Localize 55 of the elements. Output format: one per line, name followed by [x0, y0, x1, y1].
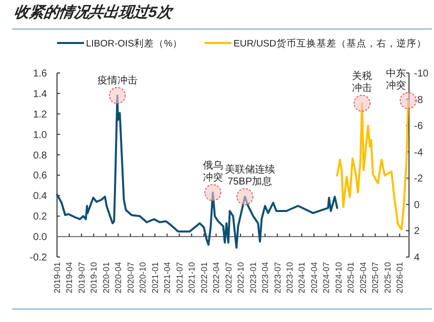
y-tick-label: 1.0: [33, 130, 48, 141]
y-tick-label: 0.6: [33, 170, 48, 182]
x-tick-label: 2021-07: [174, 262, 184, 294]
y-tick-label: 0.4: [33, 191, 48, 202]
x-tick-label: 2025-10: [382, 262, 392, 294]
x-tick-label: 2024-10: [333, 262, 344, 294]
y2-tick-label: 4: [414, 252, 420, 264]
y2-tick-label: 0: [414, 200, 420, 211]
y2-tick-label: -2: [414, 174, 424, 185]
annotation: 俄乌冲突: [202, 160, 223, 184]
x-tick-label: 2024-01: [296, 262, 307, 294]
x-tick-label: 2022-07: [223, 262, 234, 294]
x-tick-label: 2022-10: [236, 262, 246, 294]
y-tick-label: 0.0: [33, 232, 48, 244]
y2-tick-label: -8: [414, 94, 424, 106]
x-tick-label: 2023-07: [272, 262, 282, 294]
y2-tick-label: 2: [414, 226, 420, 238]
x-tick-label: 2020-01: [100, 262, 111, 294]
y-tick-label: 1.2: [33, 109, 48, 120]
x-tick-label: 2023-01: [248, 262, 258, 294]
legend-label: EUR/USD货币互换基差（基点，右，逆序）: [234, 38, 426, 50]
x-tick-label: 2020-07: [125, 262, 136, 294]
x-tick-label: 2022-01: [198, 262, 209, 294]
x-tick-label: 2026-01: [394, 262, 405, 294]
x-tick-label: 2021-10: [186, 262, 197, 294]
x-tick-label: 2019-10: [88, 262, 99, 294]
x-tick-label: 2019-07: [76, 262, 86, 294]
annotation: 关税冲击: [352, 70, 372, 94]
x-tick-label: 2025-07: [370, 262, 380, 294]
chart-title: 收紧的情况共出现过5次: [13, 4, 174, 21]
x-tick-label: 2024-07: [321, 262, 332, 294]
x-tick-label: 2023-10: [284, 262, 295, 294]
y-tick-label: 0.2: [33, 212, 48, 223]
x-tick-label: 2023-04: [260, 262, 270, 294]
annotation: 中东冲突: [386, 68, 406, 92]
x-tick-label: 2019-04: [64, 262, 74, 294]
annotation: 美联储连续75BP加息: [224, 164, 275, 188]
y-tick-label: 0.8: [33, 150, 48, 162]
x-tick-label: 2022-04: [211, 262, 222, 294]
x-tick-label: 2025-01: [346, 262, 356, 294]
x-tick-label: 2020-10: [138, 262, 148, 294]
y-tick-label: 1.6: [33, 68, 48, 80]
x-tick-label: 2020-04: [113, 262, 124, 294]
annotation: 疫情冲击: [97, 74, 138, 86]
x-tick-label: 2024-04: [308, 262, 319, 294]
y-tick-label: 1.4: [33, 88, 48, 100]
x-tick-label: 2021-01: [150, 262, 160, 294]
x-tick-label: 2019-01: [52, 262, 62, 294]
y2-tick-label: -4: [414, 147, 424, 158]
y2-tick-label: -6: [414, 121, 424, 132]
x-tick-label: 2025-04: [358, 262, 368, 294]
x-tick-label: 2021-04: [162, 262, 172, 294]
y2-tick-label: -10: [414, 68, 429, 80]
legend-label: LIBOR-OIS利差（%）: [86, 38, 182, 50]
y-tick-label: -0.2: [30, 252, 48, 264]
